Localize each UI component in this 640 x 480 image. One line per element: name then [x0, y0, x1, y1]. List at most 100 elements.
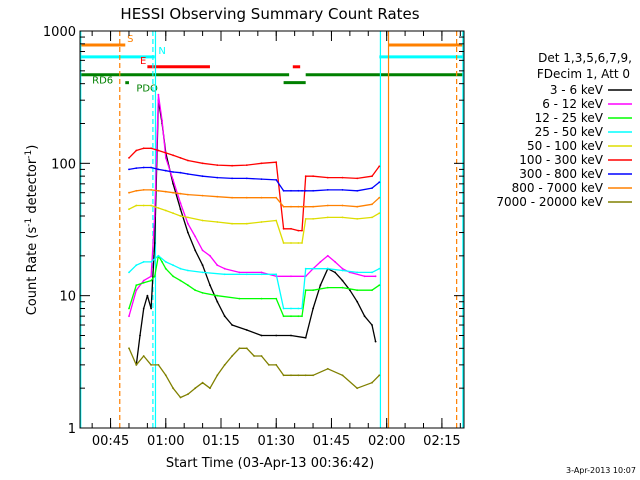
point-25-50-kev-2	[142, 261, 145, 263]
point-100-300-kev-11	[231, 164, 234, 167]
point-800-7000-kev-3	[150, 189, 153, 191]
point-3-6-kev-22	[304, 336, 307, 339]
point-100-300-kev-10	[216, 164, 219, 167]
point-7000-20000-kev-26	[326, 367, 329, 370]
point-7000-20000-kev-22	[290, 374, 292, 377]
point-50-100-kev-20	[312, 218, 314, 220]
point-25-50-kev-1	[135, 264, 138, 267]
point-3-6-kev-27	[341, 279, 344, 282]
point-25-50-kev-20	[326, 267, 329, 270]
point-12-25-kev-9	[179, 279, 182, 282]
point-6-12-kev-6	[161, 119, 164, 122]
legend: Det 1,3,5,6,7,9, FDecim 1, Att 0 3 - 6 k…	[496, 51, 632, 209]
legend-header-decimation: FDecim 1, Att 0	[537, 67, 630, 81]
point-300-800-kev-14	[275, 179, 278, 181]
point-100-300-kev-22	[341, 176, 344, 179]
point-7000-20000-kev-30	[378, 374, 381, 377]
point-300-800-kev-17	[297, 189, 300, 192]
point-7000-20000-kev-19	[268, 364, 270, 366]
point-50-100-kev-19	[304, 218, 307, 220]
point-50-100-kev-17	[297, 242, 300, 244]
point-6-12-kev-5	[157, 93, 160, 96]
point-50-100-kev-0	[128, 208, 130, 211]
point-25-50-kev-7	[179, 267, 182, 270]
point-300-800-kev-16	[290, 189, 292, 192]
point-800-7000-kev-4	[157, 189, 160, 192]
point-50-100-kev-11	[231, 222, 234, 225]
point-50-100-kev-14	[275, 219, 278, 222]
point-100-300-kev-16	[290, 227, 292, 230]
point-6-12-kev-12	[201, 249, 204, 252]
series-line-50-100-kev	[128, 204, 380, 244]
point-12-25-kev-4	[153, 275, 156, 278]
point-3-6-kev-29	[356, 300, 359, 303]
point-100-300-kev-6	[172, 154, 175, 157]
point-25-50-kev-4	[157, 254, 160, 257]
point-3-6-kev-23	[312, 307, 314, 310]
point-800-7000-kev-18	[301, 205, 303, 208]
point-3-6-kev-26	[334, 271, 336, 274]
point-12-25-kev-20	[301, 315, 303, 318]
point-100-300-kev-19	[304, 175, 307, 178]
point-12-25-kev-3	[150, 279, 153, 282]
point-25-50-kev-15	[290, 307, 292, 310]
legend-header-detectors: Det 1,3,5,6,7,9,	[538, 51, 632, 65]
y-axis-label: Count Rate (s-1 detector-1)	[24, 145, 40, 316]
point-3-6-kev-16	[223, 315, 226, 318]
point-6-12-kev-11	[194, 235, 197, 238]
point-300-800-kev-3	[150, 166, 153, 169]
point-6-12-kev-28	[374, 275, 377, 278]
point-12-25-kev-16	[275, 297, 278, 300]
point-6-12-kev-23	[326, 254, 329, 257]
point-12-25-kev-21	[304, 289, 307, 292]
point-25-50-kev-22	[356, 271, 359, 274]
point-6-12-kev-17	[260, 271, 263, 274]
y-axis: 1 10 100 1000	[43, 25, 464, 437]
point-3-6-kev-17	[231, 324, 234, 326]
point-3-6-kev-4	[150, 307, 153, 310]
point-50-100-kev-5	[164, 209, 167, 212]
series-line-800-7000-kev	[128, 189, 380, 208]
point-12-25-kev-24	[341, 286, 344, 289]
state-label-rd6: RD6	[92, 76, 113, 87]
x-tick-label-02-00: 02:00	[368, 434, 405, 449]
point-12-25-kev-10	[187, 284, 189, 287]
point-7000-20000-kev-4	[157, 364, 160, 366]
point-6-12-kev-24	[334, 261, 336, 263]
point-7000-20000-kev-2	[142, 355, 145, 357]
point-50-100-kev-10	[216, 221, 219, 223]
point-100-300-kev-15	[282, 227, 285, 230]
point-300-800-kev-8	[187, 173, 189, 175]
point-6-12-kev-13	[209, 254, 211, 257]
state-bars: S N E RD6 PDO	[80, 34, 464, 95]
point-12-25-kev-0	[128, 307, 130, 310]
point-3-6-kev-28	[349, 289, 351, 292]
point-25-50-kev-23	[371, 271, 373, 274]
point-800-7000-kev-21	[326, 204, 329, 207]
point-7000-20000-kev-7	[179, 396, 182, 399]
point-50-100-kev-15	[282, 242, 285, 244]
point-3-6-kev-19	[260, 334, 263, 337]
legend-label-50-100-kev: 50 - 100 keV	[527, 139, 604, 153]
point-100-300-kev-25	[378, 165, 381, 168]
point-800-7000-kev-11	[231, 196, 234, 199]
point-6-12-kev-2	[142, 279, 145, 282]
point-300-800-kev-18	[301, 189, 303, 192]
y-tick-label-1000: 1000	[43, 25, 76, 40]
point-7000-20000-kev-9	[194, 387, 197, 390]
point-7000-20000-kev-18	[260, 355, 263, 357]
point-300-800-kev-12	[245, 177, 248, 180]
point-12-25-kev-15	[260, 297, 263, 300]
point-25-50-kev-12	[260, 273, 263, 276]
point-6-12-kev-7	[164, 157, 167, 159]
legend-label-7000-20000-kev: 7000 - 20000 keV	[496, 195, 603, 209]
point-100-300-kev-24	[371, 175, 373, 178]
point-3-6-kev-20	[275, 334, 278, 337]
series-line-3-6-kev	[135, 99, 377, 365]
point-100-300-kev-9	[201, 162, 204, 165]
point-3-6-kev-11	[187, 231, 189, 234]
point-3-6-kev-24	[319, 284, 322, 287]
point-100-300-kev-1	[135, 149, 138, 152]
point-7000-20000-kev-1	[135, 364, 138, 366]
series-lines	[128, 93, 381, 399]
